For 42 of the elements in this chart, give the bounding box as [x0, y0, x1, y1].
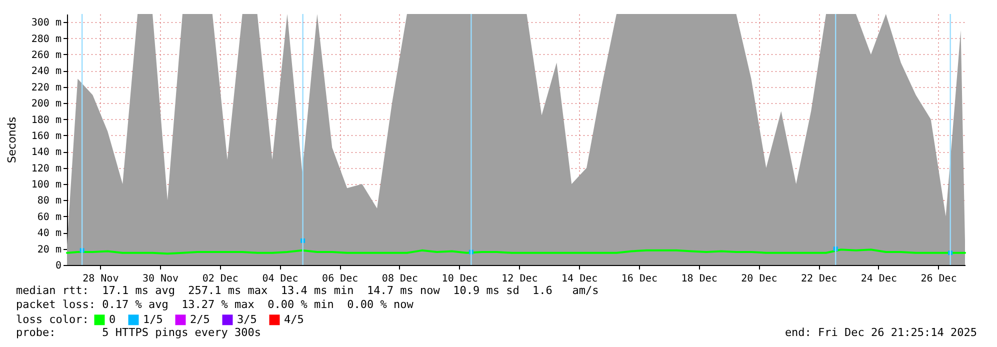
x-tick-label: 14 Dec	[562, 274, 598, 284]
legend-label: 0	[109, 312, 116, 326]
x-tick-label: 12 Dec	[502, 274, 538, 284]
y-tick-label: 100 m	[31, 180, 62, 191]
x-tick-label: 22 Dec	[800, 274, 838, 284]
y-tick-label: 200 m	[31, 98, 62, 110]
x-tick-label: 18 Dec	[681, 274, 718, 284]
y-tick-label: 220 m	[31, 82, 62, 94]
x-tick-label: 20 Dec	[741, 274, 778, 284]
y-tick-label: 120 m	[31, 163, 62, 174]
y-tick-label: 80 m	[37, 196, 62, 207]
x-tick-label: 10 Dec	[442, 274, 478, 284]
x-tick-label: 06 Dec	[322, 274, 358, 284]
x-tick-label: 04 Dec	[262, 274, 298, 284]
y-tick-label: 300 m	[31, 18, 62, 29]
y-tick-label: 20 m	[37, 244, 62, 256]
y-tick-label: 260 m	[31, 50, 62, 61]
x-tick-label: 16 Dec	[621, 274, 658, 284]
legend-label: 2/5	[190, 312, 210, 326]
text: packet loss: 0.17 % avg 13.27 % max 0.00 % min 0.00 % now	[16, 298, 414, 311]
y-tick-label: 240 m	[31, 66, 62, 78]
x-tick-label: 30 Nov	[142, 274, 179, 284]
legend-label: 4/5	[284, 312, 304, 326]
x-tick-label: 26 Dec	[920, 274, 957, 284]
x-tick-label: 08 Dec	[382, 274, 418, 284]
text: probe: 5 HTTPS pings every 300s	[16, 326, 262, 339]
legend-label: 1/5	[143, 312, 163, 326]
legend-label: 3/5	[237, 312, 257, 326]
x-tick-label: 24 Dec	[860, 274, 897, 284]
y-tick-label: 40 m	[37, 228, 62, 240]
legend-title: loss color:	[16, 313, 89, 326]
y-tick-label: 280 m	[31, 34, 62, 45]
y-axis-title: Seconds	[5, 116, 18, 164]
y-tick-label: 0	[55, 260, 62, 272]
text: end: Fri Dec 26 21:25:14 2025	[784, 326, 977, 339]
x-tick-label: 28 Nov	[82, 274, 119, 284]
y-tick-label: 140 m	[31, 147, 62, 158]
x-tick-label: 02 Dec	[202, 274, 238, 284]
y-tick-label: 160 m	[31, 130, 62, 142]
y-tick-label: 180 m	[31, 114, 62, 126]
y-tick-label: 60 m	[37, 212, 62, 223]
text: median rtt: 17.1 ms avg 257.1 ms max 13.4 ms min 14.7 ms now 10.9 ms sd 1.6 am/s	[16, 284, 599, 297]
